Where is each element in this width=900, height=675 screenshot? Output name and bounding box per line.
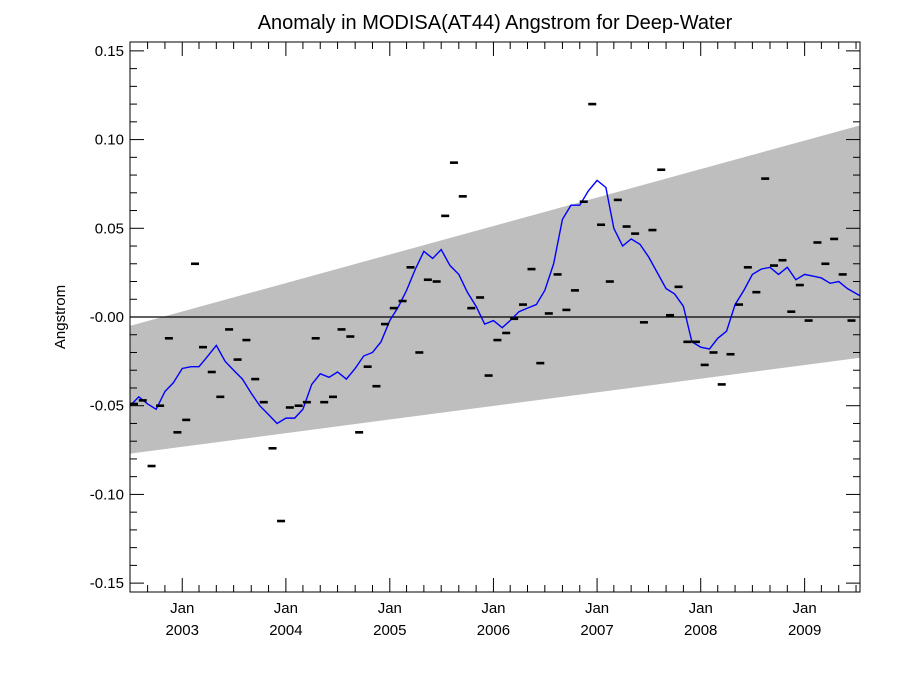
x-tick-year-label: 2003 [166,622,199,639]
y-tick-label: 0.05 [95,220,124,237]
x-tick-month-label: Jan [585,600,609,617]
y-tick-label: -0.15 [90,575,124,592]
y-tick-label: 0.10 [95,132,124,149]
confidence-band [130,125,860,454]
x-tick-month-label: Jan [689,600,713,617]
series-marker-layer [129,102,856,523]
x-tick-year-label: 2004 [269,622,302,639]
y-tick-label: -0.05 [90,398,124,415]
x-tick-month-label: Jan [481,600,505,617]
y-tick-label: 0.15 [95,43,124,60]
x-tick-month-label: Jan [378,600,402,617]
y-tick-label: -0.10 [90,486,124,503]
axes-layer: 0.15 0.10 0.05 -0.00 -0.05 -0.10 -0.15 Jan 2003 J… [90,41,861,639]
x-tick-year-label: 2009 [788,622,821,639]
x-tick-year-label: 2008 [684,622,717,639]
chart-title: Anomaly in MODISA(AT44) Angstrom for Dee… [258,12,733,34]
x-tick-year-label: 2005 [373,622,406,639]
x-tick-year-label: 2006 [477,622,510,639]
y-axis-label: Angstrom [52,285,69,349]
x-tick-month-label: Jan [170,600,194,617]
x-tick-month-label: Jan [274,600,298,617]
x-tick-year-label: 2007 [580,622,613,639]
confidence-band-layer [130,125,860,454]
x-tick-month-label: Jan [793,600,817,617]
y-tick-label: -0.00 [90,309,124,326]
